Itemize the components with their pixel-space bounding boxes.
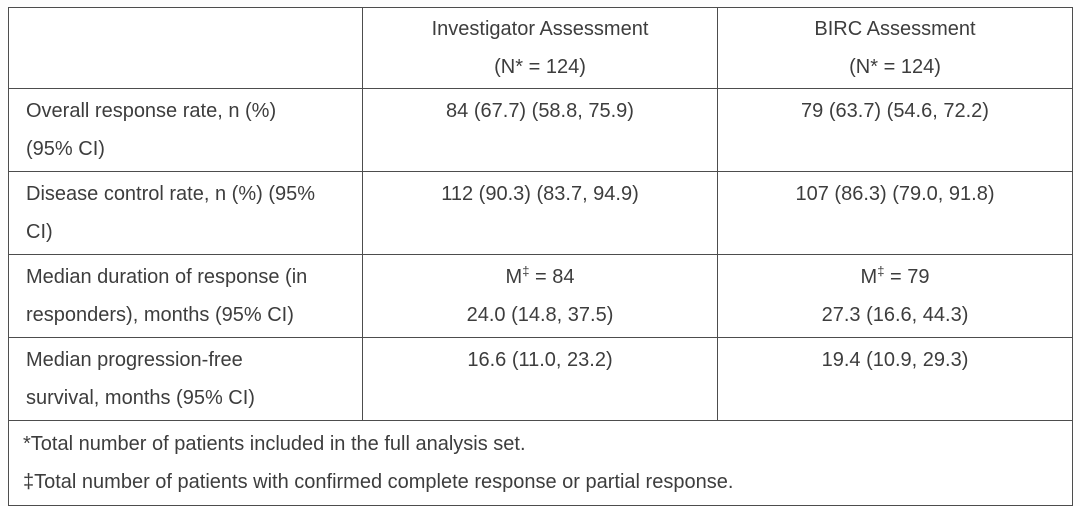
table-row-median-progression-free-survival: Median progression-free survival, months…	[8, 337, 1073, 421]
investigator-value: 16.6 (11.0, 23.2)	[362, 337, 718, 421]
row-label: Disease control rate, n (%) (95% CI)	[8, 171, 363, 255]
m-equals-value: = 84	[529, 266, 575, 288]
row-label: Median duration of response (in responde…	[8, 254, 363, 338]
clinical-results-table: Investigator Assessment (N* = 124) BIRC …	[8, 7, 1073, 506]
median-n-line: M‡ = 79	[728, 258, 1062, 296]
footnote-double-dagger: ‡Total number of patients with confirmed…	[23, 471, 734, 493]
median-value-line: 27.3 (16.6, 44.3)	[821, 304, 969, 326]
table-row-overall-response-rate: Overall response rate, n (%) (95% CI) 84…	[8, 88, 1073, 172]
m-equals-value: = 79	[884, 266, 930, 288]
m-symbol: M	[860, 266, 878, 288]
page: Investigator Assessment (N* = 124) BIRC …	[8, 7, 1073, 506]
investigator-value: 112 (90.3) (83.7, 94.9)	[362, 171, 718, 255]
table-row-disease-control-rate: Disease control rate, n (%) (95% CI) 112…	[8, 171, 1073, 255]
row-label-column-header	[8, 7, 363, 89]
birc-value: 107 (86.3) (79.0, 91.8)	[717, 171, 1073, 255]
footnote-asterisk: *Total number of patients included in th…	[23, 433, 526, 455]
footnotes-cell: *Total number of patients included in th…	[8, 420, 1073, 506]
double-dagger-superscript: ‡	[522, 263, 530, 279]
footnote-row: *Total number of patients included in th…	[8, 420, 1073, 506]
median-n-line: M‡ = 84	[373, 258, 707, 296]
investigator-value: M‡ = 84 24.0 (14.8, 37.5)	[362, 254, 718, 338]
m-symbol: M	[505, 266, 523, 288]
column-header-birc: BIRC Assessment (N* = 124)	[717, 7, 1073, 89]
row-label: Overall response rate, n (%) (95% CI)	[8, 88, 363, 172]
double-dagger-superscript: ‡	[877, 263, 885, 279]
column-header-investigator: Investigator Assessment (N* = 124)	[362, 7, 718, 89]
investigator-value: 84 (67.7) (58.8, 75.9)	[362, 88, 718, 172]
table-row-median-duration-of-response: Median duration of response (in responde…	[8, 254, 1073, 338]
birc-value: 79 (63.7) (54.6, 72.2)	[717, 88, 1073, 172]
header-row: Investigator Assessment (N* = 124) BIRC …	[8, 7, 1073, 89]
birc-value: M‡ = 79 27.3 (16.6, 44.3)	[717, 254, 1073, 338]
median-value-line: 24.0 (14.8, 37.5)	[466, 304, 614, 326]
birc-value: 19.4 (10.9, 29.3)	[717, 337, 1073, 421]
row-label: Median progression-free survival, months…	[8, 337, 363, 421]
